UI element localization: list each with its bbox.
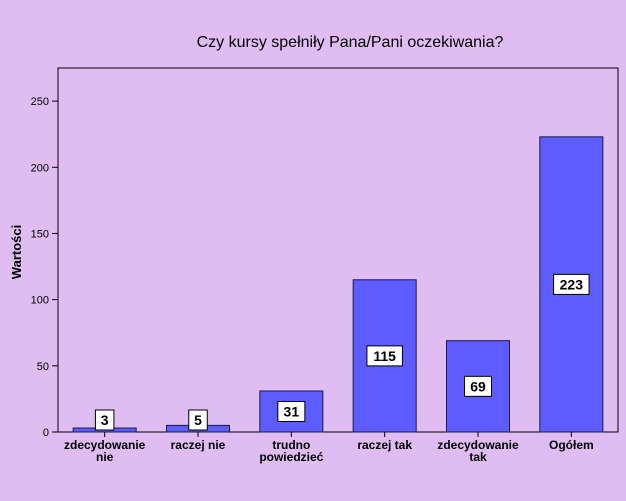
data-label: 115 [373,348,396,364]
data-label: 3 [101,412,109,428]
y-axis-label: Wartości [9,225,24,279]
plot-frame [57,67,619,433]
data-label: 223 [560,276,584,292]
y-tick-label: 250 [31,96,49,108]
data-label-box [553,273,590,295]
x-tick-label: powiedzieć [259,450,323,464]
x-tick-label: nie [96,450,114,464]
y-tick-label: 0 [43,427,49,439]
data-label: 69 [470,378,486,394]
x-tick-label: raczej tak [357,438,412,452]
data-label: 31 [284,403,300,419]
y-tick-label: 50 [37,361,49,373]
x-tick-label: zdecydowanie [437,438,519,452]
y-tick-label: 150 [31,228,49,240]
x-tick-label: zdecydowanie [64,438,146,452]
x-tick-label: raczej nie [171,438,226,452]
data-label-box [366,345,403,367]
data-label: 5 [194,412,202,428]
data-label-box [277,400,306,422]
x-tick-label: Ogółem [549,438,594,452]
y-tick-label: 100 [31,295,49,307]
x-tick-label: trudno [272,438,310,452]
data-label-box [94,409,115,431]
y-tick-label: 200 [31,162,49,174]
data-label-box [188,409,208,431]
chart-title: Czy kursy spełniły Pana/Pani oczekiwania… [196,34,504,51]
x-tick-label: tak [469,450,487,464]
data-label-box [464,375,492,397]
